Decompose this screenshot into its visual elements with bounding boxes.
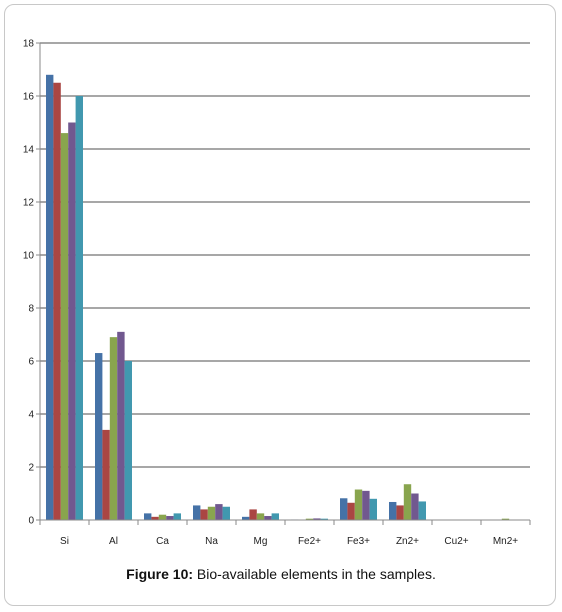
x-tick-label: Fe3+ bbox=[347, 536, 370, 547]
y-tick-label: 10 bbox=[23, 251, 35, 262]
bar bbox=[396, 505, 404, 520]
bar bbox=[144, 513, 152, 520]
bar bbox=[222, 506, 230, 520]
x-tick-label: Ca bbox=[156, 536, 169, 547]
bar bbox=[501, 518, 510, 520]
x-tick-label: Cu2+ bbox=[444, 536, 468, 547]
bar bbox=[369, 498, 377, 520]
x-tick-label: Fe2+ bbox=[298, 536, 321, 547]
bar bbox=[46, 74, 54, 521]
bar bbox=[305, 518, 314, 520]
y-tick-label: 8 bbox=[28, 304, 34, 315]
bar bbox=[151, 516, 159, 520]
bar-chart: 0 2 4 6 8 10 12 14 16 18 Si Al Ca Na Mg Fe2+ Fe3+ Zn2+ Cu… bbox=[23, 39, 531, 547]
x-tick-label: Mg bbox=[254, 536, 268, 547]
bar bbox=[117, 331, 125, 520]
y-tick-label: 16 bbox=[23, 92, 35, 103]
caption-label: Figure 10: bbox=[126, 566, 194, 582]
bar bbox=[102, 429, 110, 520]
x-tick-label: Mn2+ bbox=[493, 536, 518, 547]
bar bbox=[249, 509, 257, 520]
bar bbox=[109, 337, 118, 520]
bar bbox=[313, 518, 321, 520]
bar bbox=[173, 513, 181, 520]
x-tick-label: Al bbox=[109, 536, 118, 547]
bar bbox=[158, 514, 167, 520]
bar bbox=[264, 516, 272, 520]
bar bbox=[207, 506, 216, 520]
y-tick-label: 6 bbox=[28, 357, 34, 368]
bar bbox=[389, 501, 397, 520]
bar bbox=[354, 489, 363, 520]
y-axis: 0 2 4 6 8 10 12 14 16 18 bbox=[23, 39, 41, 527]
y-tick-label: 18 bbox=[23, 39, 35, 50]
x-tick-label: Si bbox=[60, 536, 69, 547]
x-axis: Si Al Ca Na Mg Fe2+ Fe3+ Zn2+ Cu2+ Mn2+ bbox=[39, 519, 531, 547]
bar bbox=[403, 484, 412, 520]
y-tick-label: 12 bbox=[23, 198, 35, 209]
bar bbox=[242, 516, 250, 520]
bar bbox=[193, 505, 201, 520]
bar bbox=[271, 513, 279, 520]
bar bbox=[411, 493, 419, 520]
x-tick-label: Zn2+ bbox=[396, 536, 419, 547]
bar bbox=[75, 96, 83, 520]
bar bbox=[340, 498, 348, 520]
y-tick-label: 14 bbox=[23, 145, 35, 156]
bar bbox=[95, 353, 103, 520]
bar bbox=[166, 516, 174, 520]
bar bbox=[200, 509, 208, 520]
bar bbox=[68, 122, 76, 520]
bar bbox=[256, 513, 265, 520]
caption-text: Bio-available elements in the samples. bbox=[193, 566, 436, 582]
bar bbox=[53, 82, 61, 520]
bar bbox=[60, 133, 69, 520]
bar bbox=[418, 501, 426, 520]
x-tick-label: Na bbox=[205, 536, 218, 547]
bar bbox=[124, 361, 132, 520]
figure-caption: Figure 10: Bio-available elements in the… bbox=[0, 566, 562, 582]
y-tick-label: 2 bbox=[28, 463, 34, 474]
bars bbox=[46, 74, 510, 521]
y-tick-label: 4 bbox=[28, 410, 34, 421]
bar bbox=[362, 490, 370, 520]
y-tick-label: 0 bbox=[28, 516, 34, 527]
bar bbox=[347, 502, 355, 520]
bar bbox=[215, 504, 223, 520]
bar bbox=[320, 518, 328, 520]
